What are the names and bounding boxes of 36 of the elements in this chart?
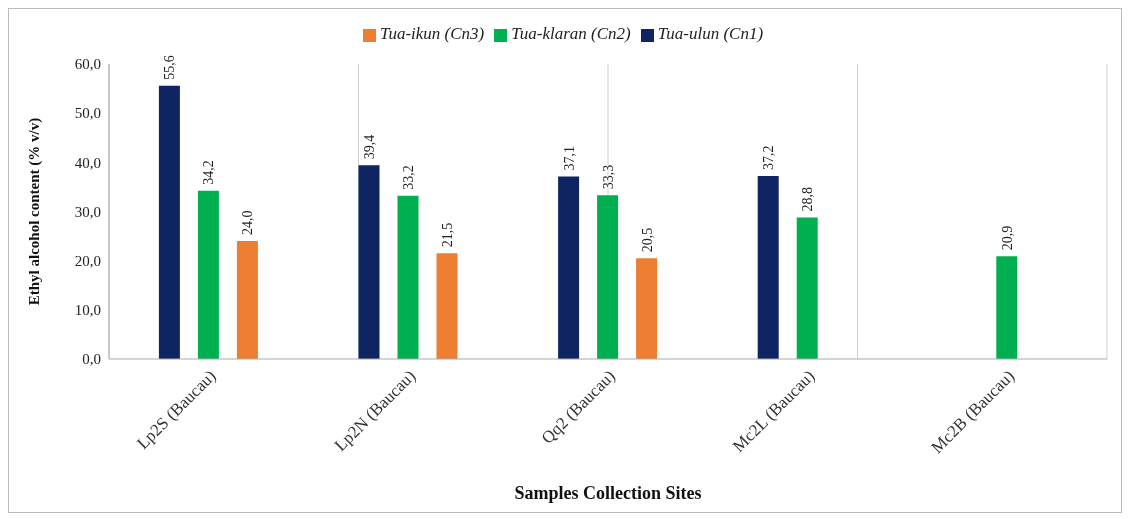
bar	[358, 165, 380, 359]
data-label: 21,5	[440, 222, 455, 248]
y-tick-label: 10,0	[74, 302, 101, 319]
data-label: 24,0	[240, 210, 256, 235]
bar	[197, 190, 219, 359]
data-label: 20,5	[639, 227, 655, 253]
bar	[796, 217, 818, 359]
y-tick-label: 0,0	[82, 351, 101, 368]
data-label: 33,2	[401, 165, 416, 190]
data-label: 37,2	[761, 145, 777, 171]
y-tick-label: 60,0	[74, 56, 101, 73]
data-label: 37,1	[561, 146, 577, 171]
data-label: 20,9	[999, 225, 1015, 251]
bar	[996, 256, 1018, 359]
bar	[436, 253, 458, 359]
y-tick-label: 30,0	[74, 203, 101, 220]
x-axis-title: Samples Collection Sites	[514, 483, 702, 503]
bar	[597, 195, 619, 359]
bar	[397, 195, 419, 359]
legend-label: Tua-ikun (Cn3)	[379, 24, 485, 43]
data-label: 55,6	[162, 55, 178, 80]
bar	[636, 258, 658, 359]
bar	[558, 176, 580, 359]
data-label: 33,3	[600, 164, 616, 190]
data-label: 34,2	[201, 160, 217, 185]
y-tick-label: 40,0	[74, 154, 101, 171]
bar	[757, 176, 779, 359]
legend-label: Tua-ulun (Cn1)	[657, 24, 764, 43]
bar	[236, 241, 258, 359]
y-axis-title: Ethyl alcohol content (% v/v)	[26, 117, 44, 306]
y-tick-label: 20,0	[74, 252, 101, 269]
y-tick-label: 50,0	[74, 105, 101, 122]
data-label: 39,4	[362, 134, 377, 160]
bar	[158, 85, 180, 359]
legend-label: Tua-klaran (Cn2)	[511, 24, 631, 43]
data-label: 28,8	[800, 186, 816, 212]
